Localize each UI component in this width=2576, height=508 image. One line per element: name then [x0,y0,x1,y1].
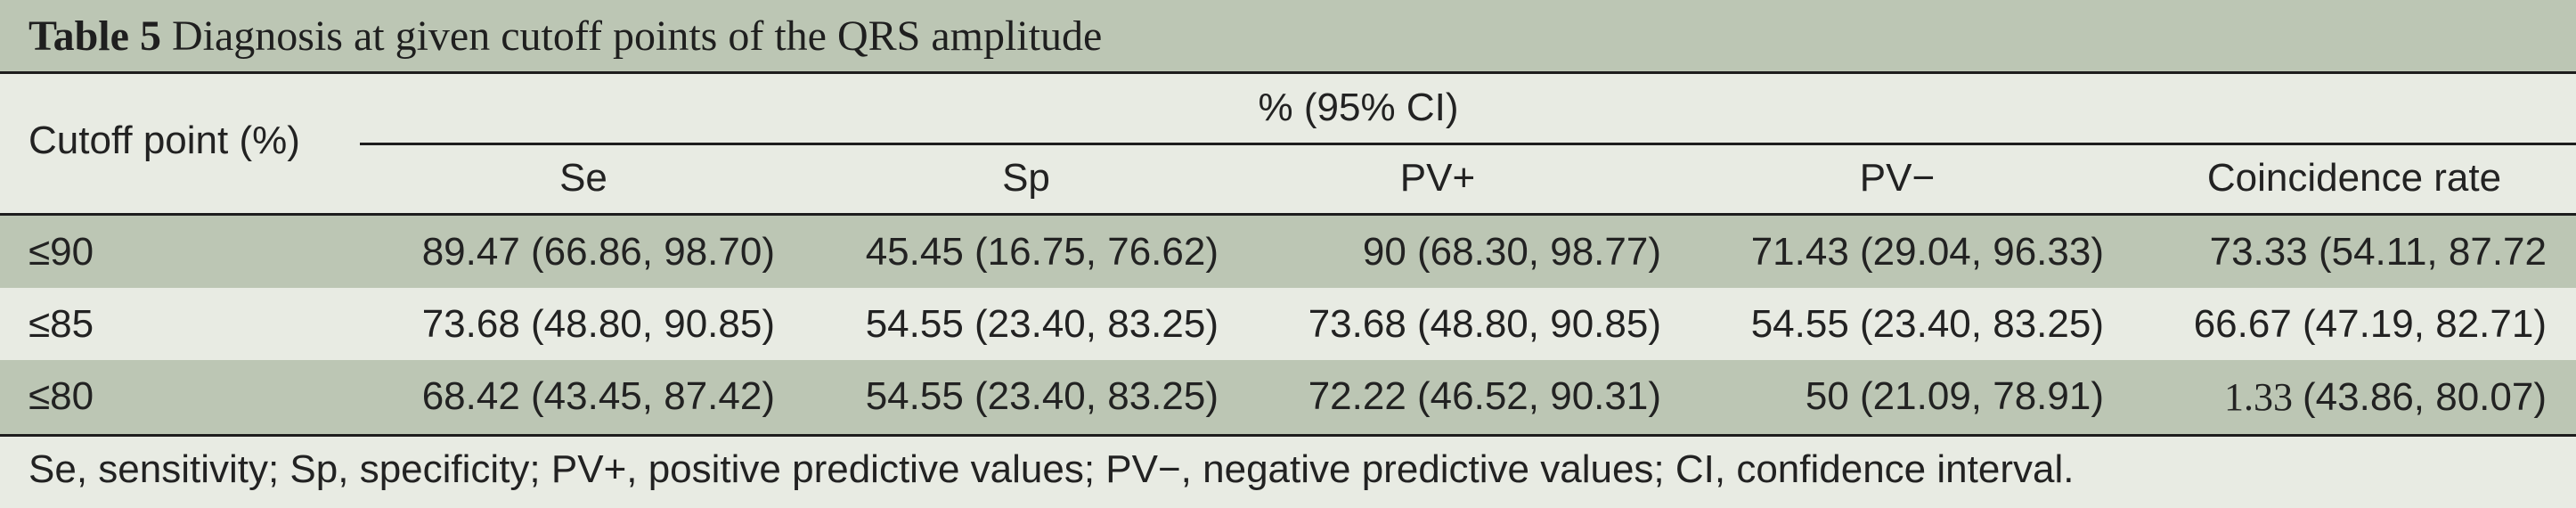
column-header-coincidence-rate: Coincidence rate [2206,156,2502,200]
cell-pv-negative: 50 (21.09, 78.91) [1805,374,2104,418]
cell-coincidence-rate: 66.67 (47.19, 82.71) [2193,302,2547,346]
group-header-rule [360,143,2576,145]
cell-sp: 54.55 (23.40, 83.25) [865,302,1219,346]
cell-pv-positive: 72.22 (46.52, 90.31) [1308,374,1661,418]
table-row: ≤90 89.47 (66.86, 98.70) 45.45 (16.75, 7… [0,216,2576,288]
header-rule [0,213,2576,216]
cell-se: 89.47 (66.86, 98.70) [421,230,775,274]
cell-pv-positive: 73.68 (48.80, 90.85) [1308,302,1661,346]
column-header-pv-positive: PV+ [1399,156,1476,200]
column-header-sp: Sp [1002,156,1050,200]
cell-coincidence-rate-ci: (43.86, 80.07) [2303,375,2547,419]
table-bottom-rule [0,434,2576,437]
cell-coincidence-rate: 1.33 (43.86, 80.07) [2224,374,2547,420]
cell-coincidence-rate: 73.33 (54.11, 87.72 [2209,230,2547,274]
table-row: ≤80 68.42 (43.45, 87.42) 54.55 (23.40, 8… [0,360,2576,434]
cell-coincidence-rate-value: 1.33 [2224,375,2303,419]
cell-se: 73.68 (48.80, 90.85) [421,302,775,346]
column-header-se: Se [559,156,607,200]
row-cutoff-label: ≤90 [29,230,94,274]
cell-se: 68.42 (43.45, 87.42) [421,374,775,418]
table-title: Table 5 Diagnosis at given cutoff points… [29,12,1102,61]
cell-pv-negative: 71.43 (29.04, 96.33) [1750,230,2104,274]
cell-sp: 45.45 (16.75, 76.62) [865,230,1219,274]
cell-sp: 54.55 (23.40, 83.25) [865,374,1219,418]
row-cutoff-label: ≤85 [29,302,94,346]
row-header-label: Cutoff point (%) [29,119,300,162]
cell-pv-positive: 90 (68.30, 98.77) [1362,230,1661,274]
column-header-pv-negative: PV− [1859,156,1936,200]
table-title-bar: Table 5 Diagnosis at given cutoff points… [0,0,2576,74]
cell-pv-negative: 54.55 (23.40, 83.25) [1750,302,2104,346]
table-caption: Diagnosis at given cutoff points of the … [171,12,1103,60]
row-cutoff-label: ≤80 [29,374,94,418]
table-label: Table 5 [29,12,161,60]
group-header-label: % (95% CI) [1258,86,1459,129]
table-footnote: Se, sensitivity; Sp, specificity; PV+, p… [29,447,2075,491]
table-row: ≤85 73.68 (48.80, 90.85) 54.55 (23.40, 8… [0,288,2576,360]
